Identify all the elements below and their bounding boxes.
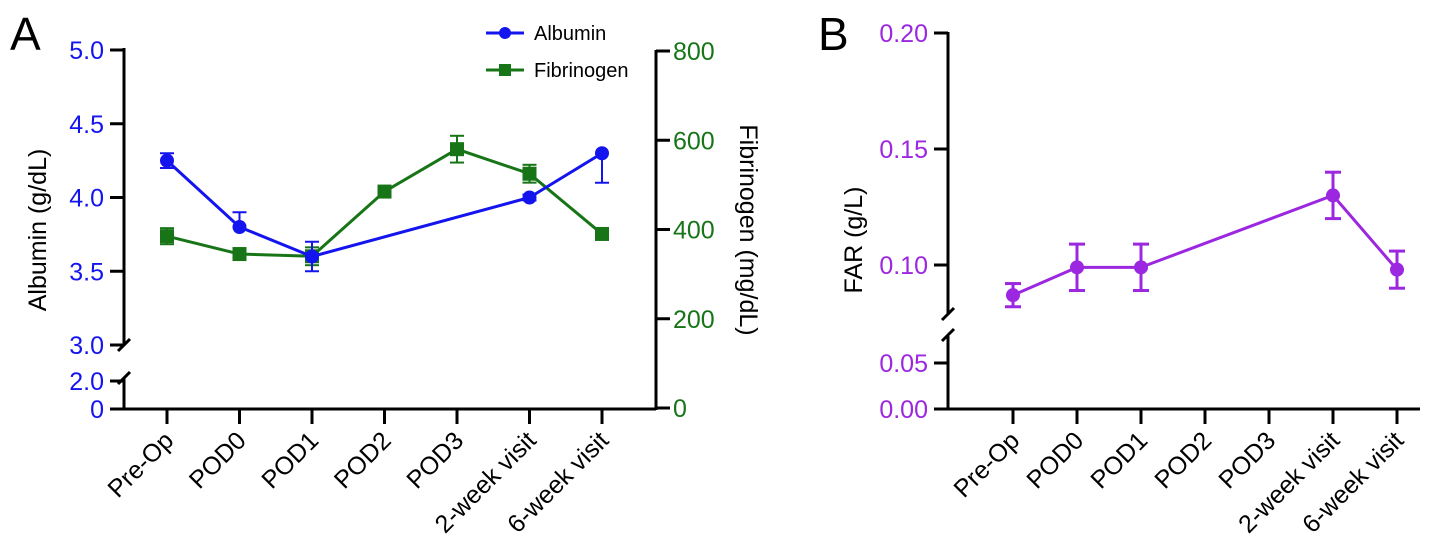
right-axis-tick-label: 0: [673, 395, 687, 423]
left-axis-tick-label: 0: [90, 396, 104, 424]
panel-b-letter: B: [818, 8, 849, 60]
data-point: [1390, 262, 1404, 277]
right-axis-tick-label: 600: [673, 127, 715, 155]
data-point: [450, 142, 464, 157]
data-point: [160, 153, 174, 168]
x-axis-category-label: POD3: [401, 426, 469, 494]
y-axis-tick-label: 0.00: [879, 396, 928, 424]
x-axis-category-label: POD0: [1021, 426, 1089, 494]
x-axis-category-label: POD2: [329, 426, 397, 494]
legend-fibrinogen-marker: [499, 64, 511, 76]
x-axis-category-label: Pre-Op: [102, 426, 179, 503]
data-point: [595, 226, 609, 241]
left-axis-tick-label: 3.0: [69, 332, 104, 360]
data-point: [1134, 260, 1148, 275]
data-point: [1006, 288, 1020, 303]
y-axis-break-mark: [940, 306, 956, 322]
legend-albumin-marker: [499, 27, 511, 39]
y-axis-tick-label: 0.20: [879, 20, 928, 48]
right-axis-tick-label: 800: [673, 38, 715, 66]
data-point: [377, 184, 392, 199]
legend-fibrinogen-label: Fibrinogen: [534, 60, 629, 82]
left-axis-tick-label: 3.5: [69, 258, 104, 286]
left-axis-tick-label: 4.0: [69, 185, 104, 213]
data-point: [232, 220, 247, 234]
y-axis-tick-label: 0.05: [879, 350, 928, 378]
y-axis-tick-label: 0.10: [879, 252, 928, 280]
series-line-square: [166, 147, 603, 258]
data-point: [1070, 260, 1084, 275]
left-axis-title: Albumin (g/dL): [24, 149, 52, 312]
left-axis-break-mark: [116, 370, 132, 386]
data-point: [522, 190, 537, 205]
left-axis-tick-label: 4.5: [69, 111, 104, 139]
x-axis-category-label: Pre-Op: [948, 426, 1025, 503]
y-axis-break-mark: [940, 327, 956, 343]
panel-a-letter: A: [10, 8, 41, 60]
x-axis-category-label: POD1: [256, 426, 324, 494]
data-point: [522, 166, 537, 181]
data-point: [1326, 188, 1340, 203]
x-axis-category-label: POD0: [184, 426, 252, 494]
x-axis-category-label: POD2: [1149, 426, 1217, 494]
y-axis-title: FAR (g/L): [840, 187, 868, 294]
chart-b: 0.200.150.100.050.00Pre-OpPOD0POD1POD2PO…: [840, 20, 1420, 539]
data-point: [232, 247, 247, 262]
data-point: [160, 229, 174, 244]
series-line-circle: [165, 151, 603, 259]
x-axis-category-label: POD1: [1085, 426, 1153, 494]
right-axis-title: Fibrinogen (mg/dL): [734, 124, 762, 335]
legend-albumin-label: Albumin: [534, 23, 606, 45]
right-axis-tick-label: 400: [673, 217, 715, 245]
right-axis-tick-label: 200: [673, 306, 715, 334]
data-point: [595, 146, 609, 161]
data-point: [305, 249, 319, 264]
left-axis-tick-label: 2.0: [69, 368, 104, 396]
left-axis-tick-label: 5.0: [69, 37, 104, 65]
y-axis-tick-label: 0.15: [879, 136, 928, 164]
